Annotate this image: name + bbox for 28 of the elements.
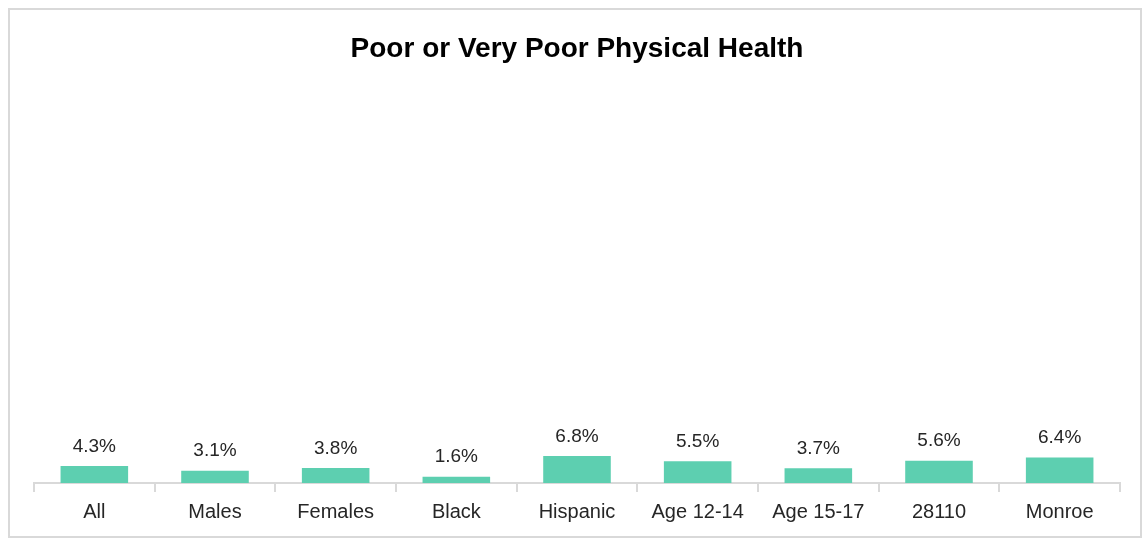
bar	[784, 468, 853, 483]
bar	[543, 455, 611, 483]
bar	[905, 460, 973, 483]
bar	[422, 476, 491, 483]
bar	[181, 470, 249, 483]
data-label: 3.8%	[314, 436, 358, 458]
x-tick-label: All	[83, 499, 106, 522]
data-label: 1.6%	[434, 445, 479, 467]
data-label: 4.3%	[72, 434, 117, 456]
bar	[1025, 457, 1094, 483]
data-label: 3.1%	[193, 439, 237, 461]
x-tick-label: Black	[431, 499, 482, 522]
bar	[60, 465, 129, 483]
data-label: 6.8%	[555, 424, 599, 446]
x-tick-label: Males	[188, 499, 242, 522]
x-tick-label: Females	[297, 499, 375, 522]
bar	[663, 461, 732, 483]
data-label: 5.5%	[676, 429, 720, 451]
chart-title: Poor or Very Poor Physical Health	[350, 31, 804, 63]
x-tick-label: Age 12-14	[651, 499, 744, 522]
x-tick-label: Age 15-17	[772, 499, 865, 522]
bar	[301, 467, 370, 483]
data-label: 5.6%	[917, 429, 961, 451]
x-tick-label: 28110	[911, 499, 967, 522]
x-tick-label: Monroe	[1025, 499, 1094, 522]
data-label: 3.7%	[796, 437, 841, 459]
data-label: 6.4%	[1038, 426, 1082, 448]
x-tick-label: Hispanic	[538, 499, 616, 522]
